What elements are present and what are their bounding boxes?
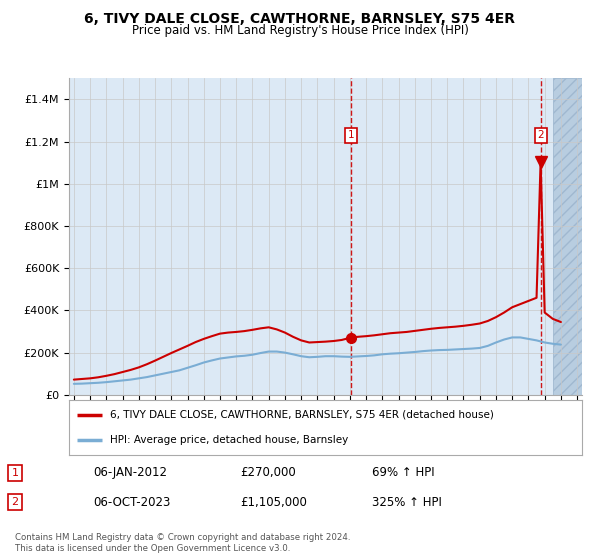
Text: 1: 1: [347, 130, 354, 141]
Text: 325% ↑ HPI: 325% ↑ HPI: [372, 496, 442, 508]
Text: 2: 2: [11, 497, 19, 507]
Text: £1,105,000: £1,105,000: [240, 496, 307, 508]
Text: 1: 1: [11, 468, 19, 478]
Text: £270,000: £270,000: [240, 466, 296, 479]
Text: 69% ↑ HPI: 69% ↑ HPI: [372, 466, 434, 479]
Text: Contains HM Land Registry data © Crown copyright and database right 2024.
This d: Contains HM Land Registry data © Crown c…: [15, 533, 350, 553]
Bar: [553, 78, 593, 395]
Bar: [553, 78, 593, 395]
Text: 2: 2: [537, 130, 544, 141]
Text: HPI: Average price, detached house, Barnsley: HPI: Average price, detached house, Barn…: [110, 435, 348, 445]
Text: Price paid vs. HM Land Registry's House Price Index (HPI): Price paid vs. HM Land Registry's House …: [131, 24, 469, 36]
Text: 6, TIVY DALE CLOSE, CAWTHORNE, BARNSLEY, S75 4ER (detached house): 6, TIVY DALE CLOSE, CAWTHORNE, BARNSLEY,…: [110, 410, 494, 419]
Text: 06-OCT-2023: 06-OCT-2023: [93, 496, 170, 508]
Text: 06-JAN-2012: 06-JAN-2012: [93, 466, 167, 479]
Text: 6, TIVY DALE CLOSE, CAWTHORNE, BARNSLEY, S75 4ER: 6, TIVY DALE CLOSE, CAWTHORNE, BARNSLEY,…: [85, 12, 515, 26]
